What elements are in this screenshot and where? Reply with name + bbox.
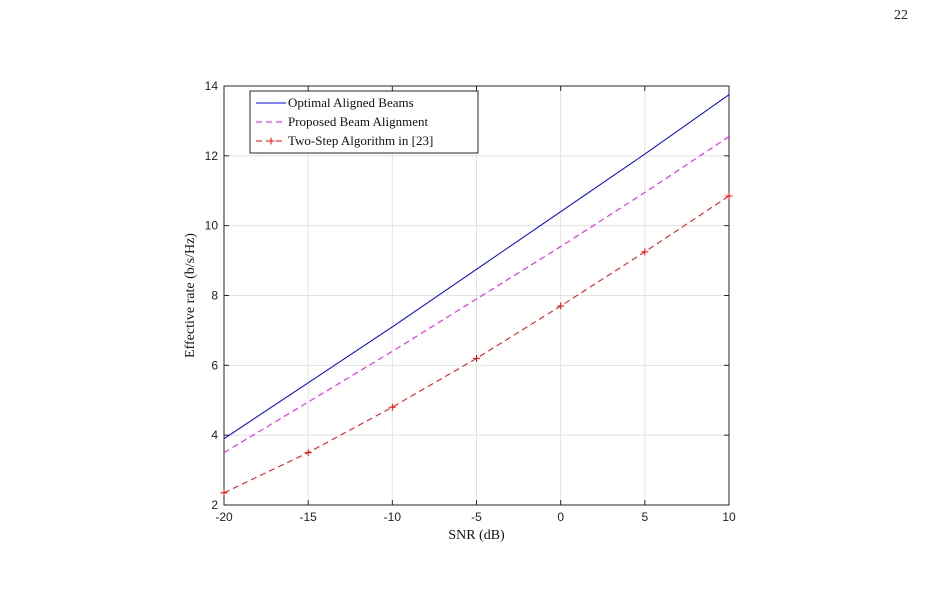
x-tick-label: -5 [471,510,482,524]
x-tick-label: -20 [215,510,233,524]
series-proposed-line [223,136,730,454]
legend-plus-marker [267,137,275,145]
data-point-marker [725,192,733,200]
data-point-marker [304,449,312,457]
legend: Optimal Aligned Beams Proposed Beam Alig… [249,90,479,154]
grid [223,85,730,506]
data-point-marker [220,489,228,497]
y-tick-label: 12 [205,149,219,163]
x-tick-label: 5 [641,510,648,524]
y-tick-label: 8 [211,289,218,303]
legend-marker-two-step [267,137,275,145]
legend-entry-two-step: Two-Step Algorithm in [23] [288,133,433,148]
page-number: 22 [894,8,908,23]
y-tick-label: 4 [211,428,218,442]
legend-entry-optimal: Optimal Aligned Beams [288,95,414,110]
y-axis-label: Effective rate (b/s/Hz) [183,233,198,358]
legend-entry-proposed: Proposed Beam Alignment [288,114,428,129]
data-point-marker [473,354,480,362]
x-tick-label: 10 [722,510,736,524]
x-axis-label: SNR (dB) [448,528,505,543]
x-tick-label: -15 [299,510,317,524]
y-tick-label: 14 [205,79,219,93]
y-tick-label: 10 [205,219,219,233]
series-optimal-line [223,94,730,440]
y-tick-label: 2 [211,498,218,512]
x-tick-label: 0 [557,510,564,524]
series-layer [220,94,733,497]
data-point-marker [557,302,565,310]
data-point-marker [641,248,649,256]
data-point-marker [388,403,396,411]
legend-box [249,90,479,154]
y-tick-label: 6 [211,358,218,372]
x-tick-label: -10 [384,510,402,524]
axis-ticks: -20 -15 -10 -5 0 5 10 2 4 6 8 10 12 14 [205,79,736,524]
